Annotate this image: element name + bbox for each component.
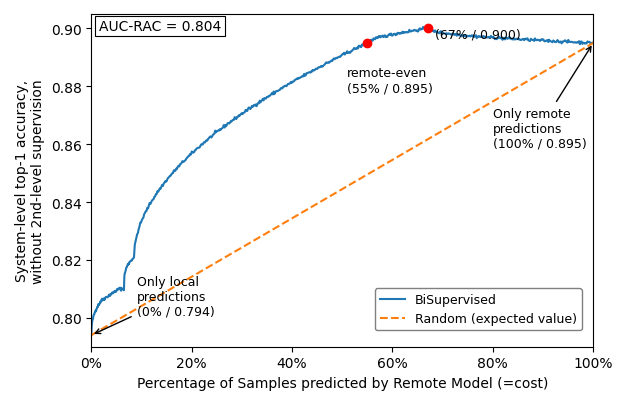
BiSupervised <box>420 26 427 30</box>
Text: remote-even
(55% / 0.895): remote-even (55% / 0.895) <box>347 67 433 95</box>
BiSupervised <box>286 82 294 87</box>
BiSupervised <box>590 41 597 46</box>
BiSupervised <box>536 38 543 43</box>
BiSupervised <box>244 107 252 112</box>
Text: (67% / 0.900): (67% / 0.900) <box>435 29 521 42</box>
X-axis label: Percentage of Samples predicted by Remote Model (=cost): Percentage of Samples predicted by Remot… <box>137 376 548 390</box>
BiSupervised <box>87 333 95 338</box>
Text: Only remote
predictions
(100% / 0.895): Only remote predictions (100% / 0.895) <box>493 47 591 150</box>
Line: BiSupervised: BiSupervised <box>91 28 593 335</box>
Text: AUC-RAC = 0.804: AUC-RAC = 0.804 <box>99 20 221 34</box>
Legend: BiSupervised, Random (expected value): BiSupervised, Random (expected value) <box>375 288 582 330</box>
Y-axis label: System-level top-1 accuracy,
without 2nd-level supervision: System-level top-1 accuracy, without 2nd… <box>15 79 45 283</box>
BiSupervised <box>290 80 297 85</box>
BiSupervised <box>89 320 96 325</box>
BiSupervised <box>122 266 130 271</box>
Text: Only local
predictions
(0% / 0.794): Only local predictions (0% / 0.794) <box>95 275 214 334</box>
